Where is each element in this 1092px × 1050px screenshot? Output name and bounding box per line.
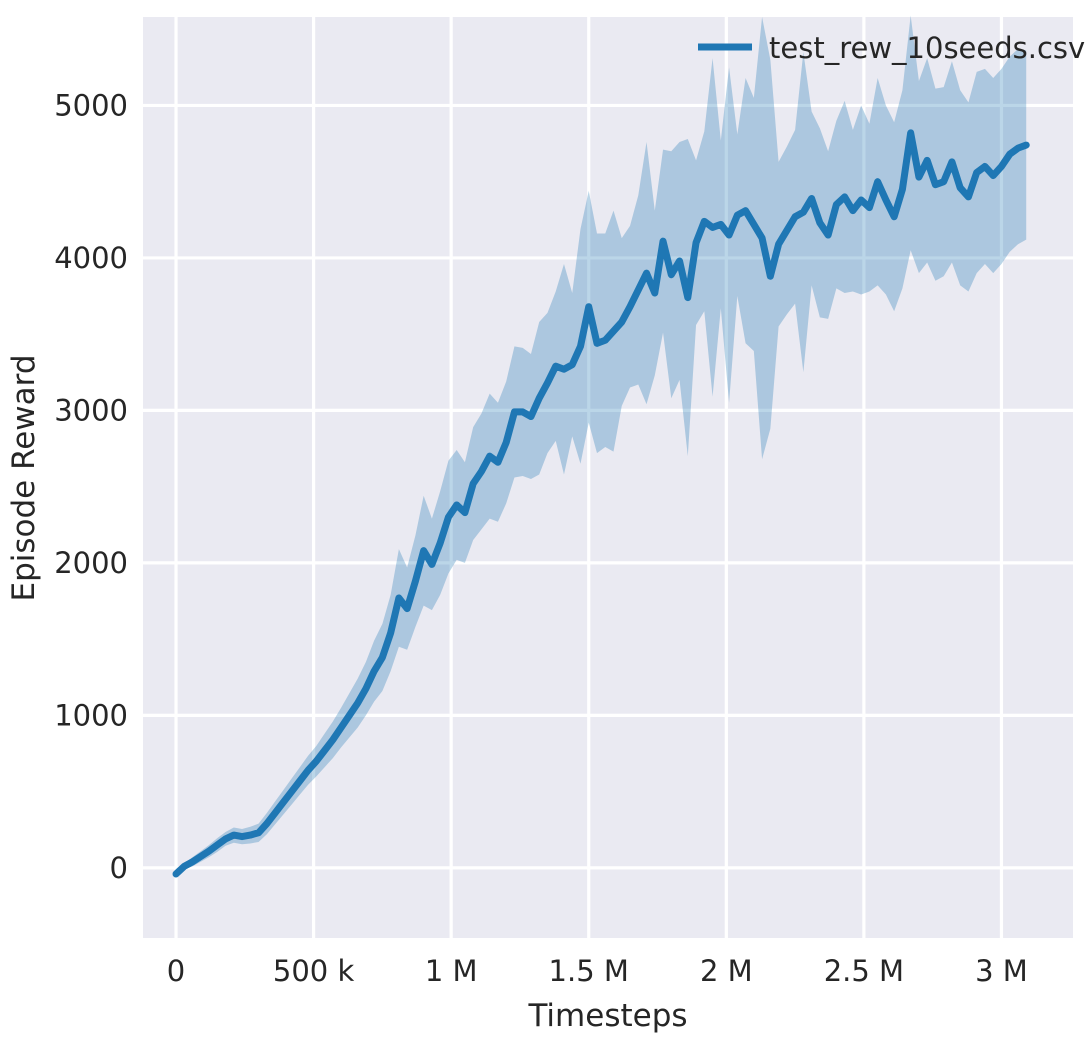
y-tick-label-5: 5000 — [54, 88, 128, 122]
grid-lines — [143, 17, 1073, 938]
y-tick-label-1: 1000 — [54, 698, 128, 732]
y-axis-title: Episode Reward — [6, 354, 42, 601]
confidence-band — [176, 15, 1027, 878]
series-line — [172, 129, 1030, 878]
x-tick-label-3: 1.5 M — [549, 954, 629, 988]
x-tick-label-1: 500 k — [273, 954, 355, 988]
line-path-0 — [172, 129, 1030, 878]
x-tick-label-0: 0 — [167, 954, 185, 988]
legend-label: test_rew_10seeds.csv — [769, 31, 1085, 65]
x-axis-title: Timesteps — [527, 998, 687, 1034]
y-axis-tick-labels: 0 1000 2000 3000 4000 5000 — [54, 88, 128, 884]
x-tick-label-4: 2 M — [700, 954, 753, 988]
chart-legend[interactable]: test_rew_10seeds.csv — [698, 31, 1085, 65]
x-tick-label-5: 2.5 M — [824, 954, 904, 988]
y-tick-label-0: 0 — [110, 851, 128, 885]
band-area-0 — [176, 15, 1027, 878]
x-tick-label-2: 1 M — [425, 954, 478, 988]
x-tick-label-6: 3 M — [975, 954, 1028, 988]
y-tick-label-2: 2000 — [54, 546, 128, 580]
x-axis-tick-labels: 0 500 k 1 M 1.5 M 2 M 2.5 M 3 M — [167, 954, 1028, 988]
y-tick-label-3: 3000 — [54, 393, 128, 427]
y-tick-label-4: 4000 — [54, 241, 128, 275]
